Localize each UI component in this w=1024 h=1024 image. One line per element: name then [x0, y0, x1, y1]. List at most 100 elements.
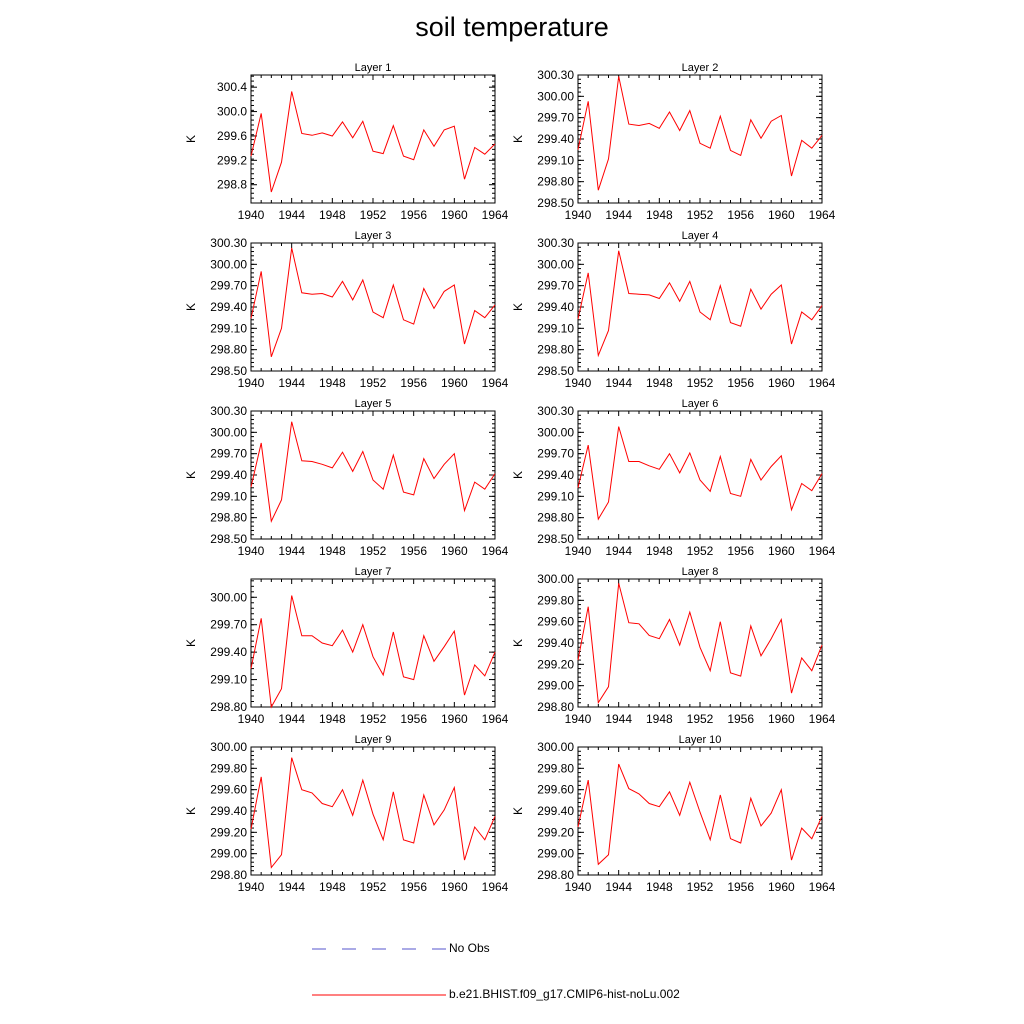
x-tick-label: 1952 — [687, 544, 714, 558]
y-tick-label: 298.50 — [537, 532, 574, 546]
x-tick-label: 1940 — [565, 544, 592, 558]
x-tick-label: 1948 — [319, 208, 346, 222]
y-tick-label: 298.80 — [537, 343, 574, 357]
series-line — [250, 91, 496, 193]
panel-title: Layer 1 — [355, 62, 392, 74]
y-tick-label: 299.40 — [537, 468, 574, 482]
y-tick-label: 298.80 — [210, 343, 247, 357]
panel-frame — [577, 578, 823, 708]
x-tick-label: 1960 — [768, 208, 795, 222]
y-tick-label: 300.00 — [210, 425, 247, 439]
y-tick-label: 298.80 — [210, 700, 247, 714]
panel-layer-9: Layer 9 1940 1944 1948 1952 1956 1960 1964 298.8… — [184, 734, 509, 894]
y-tick-label: 299.40 — [537, 804, 574, 818]
x-tick-label: 1956 — [727, 376, 754, 390]
y-tick-label: 299.10 — [537, 489, 574, 503]
y-tick-label: 298.50 — [210, 532, 247, 546]
y-axis-label: K — [184, 303, 198, 311]
x-tick-label: 1956 — [400, 208, 427, 222]
x-tick-label: 1948 — [646, 208, 673, 222]
x-tick-label: 1960 — [768, 880, 795, 894]
legend-obs-label: No Obs — [449, 941, 490, 955]
x-tick-label: 1948 — [319, 544, 346, 558]
x-tick-label: 1948 — [319, 712, 346, 726]
y-tick-label: 298.80 — [537, 175, 574, 189]
x-tick-label: 1940 — [565, 880, 592, 894]
x-tick-label: 1948 — [319, 376, 346, 390]
panel-title: Layer 5 — [355, 398, 392, 410]
y-axis-label: K — [511, 639, 525, 647]
y-tick-label: 299.80 — [210, 761, 247, 775]
series-line — [577, 76, 823, 191]
y-tick-label: 299.40 — [537, 132, 574, 146]
panel-frame — [250, 578, 496, 708]
y-tick-label: 299.10 — [210, 489, 247, 503]
x-tick-label: 1956 — [727, 880, 754, 894]
x-tick-label: 1964 — [809, 544, 836, 558]
x-tick-label: 1964 — [482, 712, 509, 726]
y-tick-label: 299.80 — [537, 593, 574, 607]
x-tick-label: 1944 — [605, 712, 632, 726]
y-tick-label: 300.30 — [210, 404, 247, 418]
y-tick-label: 298.80 — [537, 511, 574, 525]
series-line — [577, 763, 823, 866]
y-tick-label: 300.00 — [210, 590, 247, 604]
x-tick-label: 1944 — [605, 376, 632, 390]
x-tick-label: 1944 — [605, 544, 632, 558]
x-tick-label: 1964 — [809, 712, 836, 726]
series-line — [577, 426, 823, 521]
x-tick-label: 1948 — [319, 880, 346, 894]
panel-title: Layer 8 — [682, 566, 719, 578]
y-tick-label: 299.40 — [210, 300, 247, 314]
x-tick-label: 1952 — [360, 544, 387, 558]
y-tick-label: 299.2 — [217, 153, 247, 167]
x-tick-label: 1948 — [646, 544, 673, 558]
x-tick-label: 1956 — [400, 712, 427, 726]
panel-frame — [250, 746, 496, 876]
x-tick-label: 1956 — [400, 880, 427, 894]
panel-title: Layer 10 — [679, 734, 722, 746]
y-tick-label: 299.70 — [210, 618, 247, 632]
y-tick-label: 300.00 — [537, 89, 574, 103]
x-tick-label: 1960 — [768, 376, 795, 390]
y-tick-label: 299.60 — [210, 783, 247, 797]
y-tick-label: 299.60 — [537, 615, 574, 629]
y-tick-label: 299.40 — [537, 300, 574, 314]
y-tick-label: 298.80 — [210, 511, 247, 525]
x-tick-label: 1952 — [687, 208, 714, 222]
y-tick-label: 299.70 — [537, 111, 574, 125]
x-tick-label: 1964 — [482, 208, 509, 222]
y-tick-label: 300.00 — [537, 572, 574, 586]
panel-title: Layer 4 — [682, 230, 719, 242]
panel-layer-3: Layer 3 1940 1944 1948 1952 1956 1960 1964 298.5… — [184, 230, 509, 390]
y-axis-label: K — [184, 639, 198, 647]
panel-title: Layer 9 — [355, 734, 392, 746]
x-tick-label: 1948 — [646, 376, 673, 390]
x-tick-label: 1952 — [360, 712, 387, 726]
panel-layer-6: Layer 6 1940 1944 1948 1952 1956 1960 1964 298.5… — [511, 398, 836, 558]
x-tick-label: 1964 — [482, 880, 509, 894]
y-tick-label: 300.0 — [217, 105, 247, 119]
x-tick-label: 1944 — [605, 880, 632, 894]
x-tick-label: 1960 — [768, 544, 795, 558]
y-tick-label: 299.10 — [537, 153, 574, 167]
series-line — [577, 583, 823, 705]
series-line — [250, 595, 496, 709]
x-tick-label: 1944 — [605, 208, 632, 222]
x-tick-label: 1964 — [482, 544, 509, 558]
x-tick-label: 1944 — [278, 712, 305, 726]
panel-layer-4: Layer 4 1940 1944 1948 1952 1956 1960 1964 298.5… — [511, 230, 836, 390]
y-tick-label: 300.30 — [537, 404, 574, 418]
x-tick-label: 1964 — [482, 376, 509, 390]
y-tick-label: 300.30 — [537, 236, 574, 250]
x-tick-label: 1960 — [441, 880, 468, 894]
series-line — [577, 250, 823, 358]
y-axis-label: K — [184, 471, 198, 479]
x-tick-label: 1948 — [646, 880, 673, 894]
x-tick-label: 1944 — [278, 880, 305, 894]
x-tick-label: 1940 — [238, 208, 265, 222]
panel-layer-2: Layer 2 1940 1944 1948 1952 1956 1960 1964 298.5… — [511, 62, 836, 222]
y-tick-label: 298.8 — [217, 178, 247, 192]
panel-layer-10: Layer 10 1940 1944 1948 1952 1956 1960 1964 298.… — [511, 734, 836, 894]
